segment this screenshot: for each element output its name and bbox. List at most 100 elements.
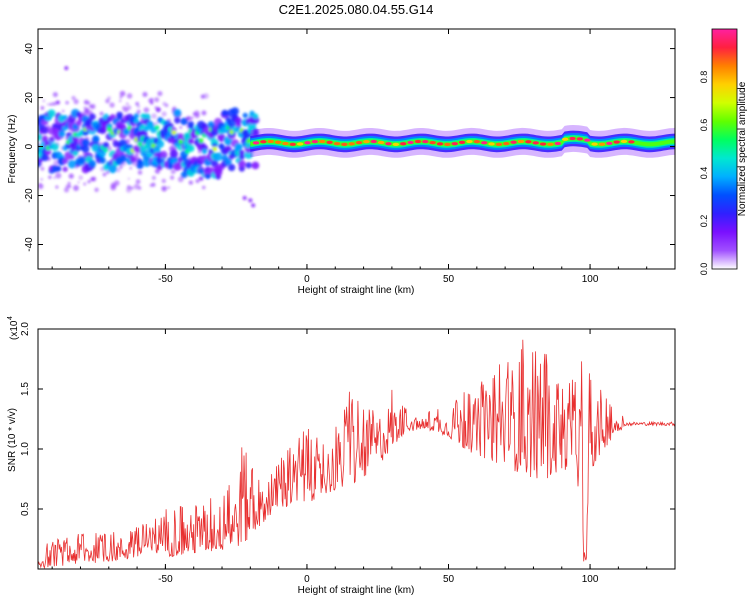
- spectrogram-y-tick-label: -20: [24, 188, 35, 203]
- spectrogram-cell: [234, 143, 243, 152]
- spectrogram-cell: [532, 141, 539, 145]
- spectrogram-cell: [136, 109, 141, 114]
- spectrogram-cell: [67, 159, 77, 169]
- spectrogram-y-tick-label: -40: [24, 237, 35, 252]
- spectrogram-cell: [480, 141, 488, 145]
- spectrogram-cell: [154, 97, 160, 103]
- spectrogram-cell: [81, 138, 90, 147]
- spectrogram-x-tick-label: -50: [158, 274, 173, 285]
- spectrogram-cell: [569, 136, 576, 141]
- spectrogram-cell: [77, 181, 80, 184]
- spectrogram-cell: [650, 142, 657, 146]
- spectrogram-cell: [370, 139, 377, 144]
- spectrogram-cell: [68, 173, 74, 179]
- spectrogram-cells: [38, 66, 260, 208]
- snr-x-tick-label: 50: [443, 574, 455, 585]
- spectrogram-cell: [211, 142, 218, 149]
- spectrogram-cell: [49, 102, 53, 106]
- spectrogram-cell: [200, 94, 206, 99]
- spectrogram-cell: [139, 129, 148, 139]
- spectrogram-cell: [260, 140, 267, 144]
- spectrogram-cell: [198, 176, 204, 181]
- spectrogram-cell: [58, 130, 66, 138]
- spectrogram-cell: [169, 149, 179, 159]
- spectrogram-cell: [53, 160, 59, 166]
- snr-y-ticks: 0.5 1.0 1.5 2.0: [20, 322, 675, 516]
- spectrogram-cell: [126, 93, 133, 99]
- spectrogram-cell: [167, 163, 174, 170]
- spectrogram-cell: [414, 139, 422, 144]
- spectrogram-cell: [99, 111, 104, 116]
- spectrogram-cell: [407, 140, 414, 145]
- spectrogram-cell: [157, 90, 163, 97]
- colorbar-tick-label: 0.0: [699, 263, 709, 276]
- spectrogram-cell: [148, 98, 153, 103]
- spectrogram-cell: [119, 95, 123, 99]
- spectrogram-cell: [201, 185, 206, 190]
- spectrogram-x-tick-label: 50: [443, 274, 455, 285]
- spectrogram-cell: [52, 102, 56, 106]
- spectrogram-cell: [137, 170, 143, 175]
- spectrogram-cell: [87, 179, 91, 184]
- spectrogram-cell: [201, 148, 208, 155]
- spectrogram-cell: [108, 147, 111, 150]
- spectrogram-cell: [38, 133, 42, 142]
- spectrogram-y-tick-label: 40: [24, 43, 35, 55]
- spectrogram-cell: [227, 163, 236, 172]
- spectrogram-cell: [169, 145, 175, 150]
- snr-y-multiplier: (x10 4: [7, 316, 20, 340]
- spectrogram-cell: [83, 106, 87, 110]
- spectrogram-cell: [167, 186, 170, 189]
- spectrogram-cell: [94, 187, 99, 193]
- spectrogram-cell: [606, 141, 613, 145]
- colorbar-tick-label: 0.6: [699, 119, 709, 132]
- spectrogram-cell: [116, 113, 123, 120]
- spectrogram-cell: [154, 125, 160, 130]
- spectrogram-heatmap: [38, 66, 675, 208]
- spectrogram-cell: [248, 198, 253, 203]
- spectrogram-cell: [657, 141, 665, 145]
- spectrogram-cell: [451, 142, 458, 146]
- spectrogram-cell: [133, 112, 140, 119]
- spectrogram-cell: [55, 185, 59, 189]
- spectrogram-cell: [135, 102, 140, 106]
- spectrogram-cell: [55, 172, 62, 179]
- spectrogram-cell: [174, 117, 181, 124]
- spectrogram-cell: [119, 99, 122, 102]
- spectrogram-band: [250, 125, 675, 158]
- snr-frame: [37, 328, 676, 570]
- spectrogram-cell: [613, 140, 620, 144]
- spectrogram-cell: [41, 135, 49, 143]
- spectrogram-cell: [466, 139, 473, 144]
- spectrogram-cell: [252, 141, 260, 145]
- spectrogram-cell: [108, 164, 118, 174]
- spectrogram-cell: [143, 107, 150, 113]
- spectrogram-cell: [341, 142, 348, 146]
- spectrogram-cell: [385, 142, 392, 146]
- spectrogram-cell: [213, 167, 223, 177]
- spectrogram-cell: [213, 152, 223, 162]
- spectrogram-cell: [121, 105, 127, 111]
- snr-y-tick-label: 2.0: [20, 322, 31, 336]
- spectrogram-cell: [239, 149, 245, 156]
- spectrogram-cell: [137, 186, 142, 190]
- colorbar: 0.0 0.2 0.4 0.6 0.8 Normalized spectral ampl…: [699, 28, 748, 276]
- spectrogram-cell: [252, 129, 259, 136]
- spectrogram-cell: [73, 99, 79, 105]
- spectrogram-cell: [598, 142, 606, 146]
- spectrogram-cell: [88, 159, 97, 168]
- spectrogram-cell: [517, 139, 525, 144]
- spectrogram-cell: [41, 153, 49, 162]
- spectrogram-cell: [169, 175, 175, 180]
- spectrogram-cell: [40, 126, 49, 134]
- spectrogram-cell: [503, 141, 510, 146]
- spectrogram-cell: [161, 111, 167, 117]
- snr-y-tick-label: 1.5: [20, 382, 31, 396]
- snr-y-multiplier-base: (x10: [9, 320, 20, 340]
- spectrogram-cell: [42, 99, 45, 103]
- spectrogram-cell: [392, 142, 400, 146]
- spectrogram-cell: [65, 101, 69, 105]
- spectrogram-cell: [304, 141, 311, 145]
- spectrogram-cell: [488, 142, 495, 146]
